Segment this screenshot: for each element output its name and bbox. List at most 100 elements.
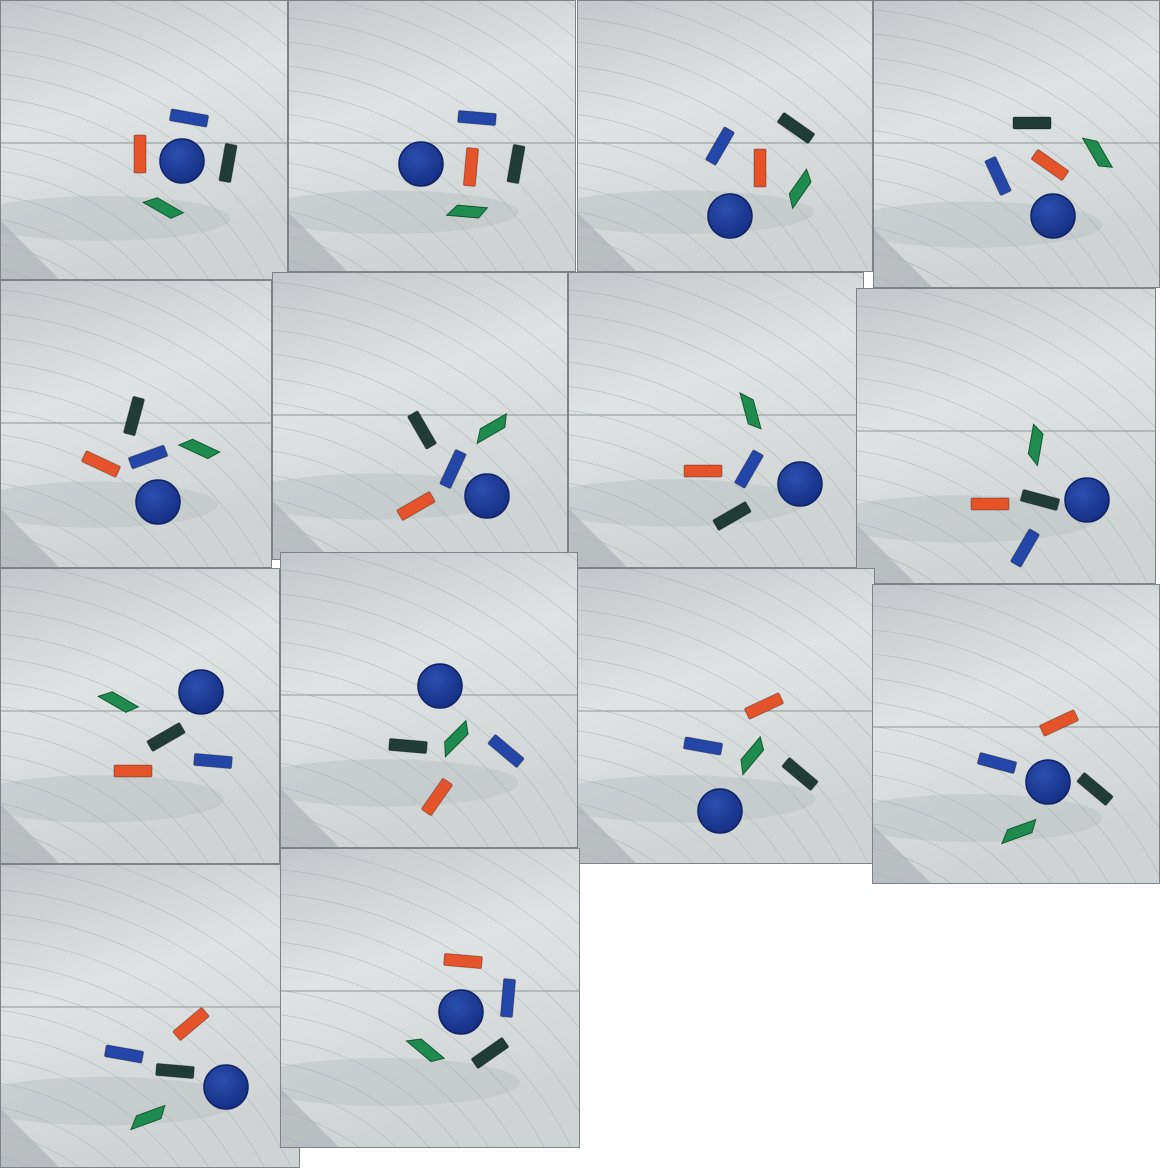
tile-border (856, 288, 1156, 584)
bar-piece (123, 395, 145, 437)
photo-tile (577, 0, 873, 272)
arc-line (752, 964, 912, 1124)
corner-shade (568, 508, 628, 568)
bar-piece (1031, 149, 1069, 181)
bar-piece (407, 410, 437, 450)
bar-piece (168, 108, 210, 128)
bar-piece (499, 978, 517, 1018)
green-prism (130, 1104, 166, 1131)
tile-border (0, 0, 288, 280)
green-prism (444, 719, 469, 758)
arc-line (704, 916, 960, 1168)
blue-disc (178, 669, 224, 715)
green-prism (788, 168, 812, 210)
corner-shade (577, 804, 637, 864)
bar-piece (133, 134, 147, 174)
photo-tile (680, 584, 1160, 1168)
bar-piece (193, 752, 233, 770)
bar-piece (103, 1044, 145, 1064)
photo-tile (0, 568, 280, 864)
corner-shade (873, 228, 933, 288)
bar-piece (457, 109, 497, 127)
photo-tile (0, 864, 300, 1168)
blue-disc (1064, 477, 1110, 523)
green-prism (445, 204, 489, 219)
tile-border (577, 0, 873, 272)
blue-disc (159, 138, 205, 184)
green-prism (1001, 818, 1037, 845)
shadow (0, 775, 224, 823)
corner-shade (272, 500, 332, 560)
photo-tile (288, 0, 576, 272)
bar-piece (155, 1062, 195, 1080)
bar-piece (128, 444, 168, 470)
arc-line (728, 940, 936, 1148)
bar-piece (506, 143, 526, 185)
shadow (288, 190, 519, 234)
shadow (280, 1058, 520, 1106)
bar-piece (443, 952, 483, 970)
bar-piece (421, 778, 453, 816)
corner-shade (0, 508, 60, 568)
photo-tile (280, 848, 580, 1148)
shadow (872, 794, 1103, 842)
bar-piece (781, 757, 819, 791)
photo-tile (0, 0, 288, 280)
blue-disc (707, 193, 753, 239)
bar-piece (487, 734, 525, 768)
green-prism (1027, 423, 1044, 467)
blue-disc (438, 989, 484, 1035)
green-prism (740, 735, 765, 776)
blue-disc (1030, 193, 1076, 239)
photo-tile (873, 0, 1160, 288)
corner-shade (0, 1108, 60, 1168)
tile-border (0, 568, 280, 864)
bar-piece (753, 148, 767, 188)
bar-piece (682, 736, 724, 756)
green-prism (141, 197, 185, 219)
corner-shade (280, 788, 340, 848)
paper (288, 0, 576, 272)
bar-piece (1076, 772, 1114, 806)
shadow (577, 190, 814, 234)
corner-shade (280, 1088, 340, 1148)
shadow (0, 1076, 240, 1126)
bar-piece (471, 1037, 509, 1069)
photo-tile (0, 280, 272, 568)
tile-border (288, 0, 576, 272)
blue-disc (398, 141, 444, 187)
green-prism (739, 392, 762, 430)
blue-disc (135, 479, 181, 525)
bar-piece (113, 764, 153, 778)
blue-disc (464, 473, 510, 519)
bar-piece (712, 501, 752, 531)
shadow (856, 495, 1096, 543)
bar-piece (81, 450, 121, 478)
bar-piece (984, 156, 1012, 196)
bar-piece (970, 497, 1010, 511)
corner-shade (288, 212, 348, 272)
bar-piece (396, 491, 436, 521)
green-prism (96, 691, 140, 713)
blue-disc (203, 1064, 249, 1110)
bar-piece (976, 752, 1018, 774)
bar-piece (744, 692, 784, 720)
shadow (577, 775, 816, 823)
arc-line (680, 892, 984, 1168)
photo-tile (856, 288, 1156, 584)
bar-piece (1039, 709, 1079, 737)
tile-border (0, 280, 272, 568)
bar-piece (218, 142, 238, 184)
corner-shade (577, 212, 637, 272)
blue-disc (417, 663, 463, 709)
photo-tile (568, 272, 864, 568)
bar-piece (705, 126, 735, 166)
paper (280, 848, 580, 1148)
arc-line (872, 847, 953, 884)
bar-piece (1010, 528, 1040, 568)
corner-shade (0, 220, 60, 280)
bar-piece (1019, 489, 1061, 511)
photo-tile (577, 568, 875, 864)
